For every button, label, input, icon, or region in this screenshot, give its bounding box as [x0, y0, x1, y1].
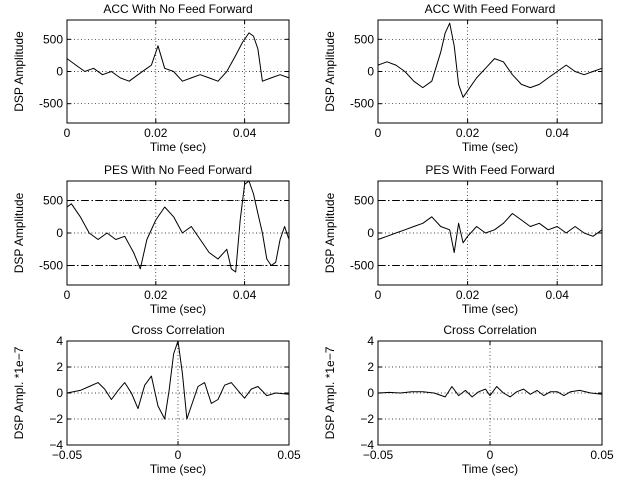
- plot-area: [67, 181, 289, 285]
- chart-title: Cross Correlation: [443, 323, 536, 337]
- y-tick-label: 4: [367, 334, 374, 348]
- y-tick-label: 500: [354, 32, 374, 46]
- y-tick-label: 0: [56, 65, 63, 79]
- y-tick-label: 2: [56, 360, 63, 374]
- x-tick-label: −0.05: [52, 448, 83, 462]
- x-tick-label: 0.02: [456, 288, 480, 302]
- x-tick-label: 0: [175, 448, 182, 462]
- chart-panel-4: 0 0.02 0.04 -500 0 500 PES With Feed Forward Ti…: [323, 163, 603, 316]
- x-axis-label: Time (sec): [462, 140, 518, 154]
- y-tick-label: −2: [49, 412, 63, 426]
- x-tick-label: −0.05: [363, 448, 394, 462]
- y-tick-label: 500: [43, 32, 63, 46]
- x-tick-label: 0: [64, 288, 71, 302]
- x-tick-label: 0.04: [233, 126, 257, 140]
- series-line-1: [377, 22, 603, 98]
- y-axis-label: DSP Amplitude: [12, 192, 26, 273]
- x-axis-label: Time (sec): [462, 462, 518, 476]
- x-tick-label: 0.05: [590, 448, 614, 462]
- plot-area: [67, 20, 289, 123]
- y-tick-label: 500: [43, 194, 63, 208]
- y-tick-label: 0: [367, 65, 374, 79]
- chart-title: Cross Correlation: [131, 323, 224, 337]
- y-tick-label: −4: [360, 438, 374, 452]
- x-tick-label: 0: [375, 288, 382, 302]
- series-line-1: [377, 386, 603, 398]
- y-axis-label: DSP Amplitude: [12, 31, 26, 112]
- y-tick-label: 0: [56, 386, 63, 400]
- x-tick-label: 0.04: [233, 288, 257, 302]
- y-tick-label: 500: [354, 194, 374, 208]
- x-tick-label: 0.04: [546, 288, 570, 302]
- y-tick-label: 4: [56, 334, 63, 348]
- y-tick-label: 2: [367, 360, 374, 374]
- y-axis-label: DSP Amplitude: [323, 192, 337, 273]
- x-axis-label: Time (sec): [150, 302, 206, 316]
- chart-panel-6: −0.05 0 0.05 −4 −2 0 2 4 Cross Correlation Time (…: [323, 323, 614, 476]
- y-tick-label: 0: [367, 386, 374, 400]
- x-tick-label: 0.02: [144, 288, 168, 302]
- x-tick-label: 0.04: [546, 126, 570, 140]
- chart-title: PES With Feed Forward: [425, 163, 554, 177]
- y-tick-label: -500: [350, 259, 374, 273]
- chart-panel-2: 0 0.02 0.04 -500 0 500 ACC With Feed Forward Ti…: [323, 2, 603, 154]
- y-axis-label: DSP Ampl. *1e−7: [323, 346, 337, 439]
- y-axis-label: DSP Ampl. *1e−7: [12, 346, 26, 439]
- x-axis-label: Time (sec): [150, 462, 206, 476]
- y-tick-label: -500: [350, 97, 374, 111]
- series-line-1: [66, 32, 290, 82]
- y-tick-label: -500: [39, 259, 63, 273]
- y-tick-label: -500: [39, 97, 63, 111]
- x-tick-label: 0.05: [277, 448, 301, 462]
- y-tick-label: 0: [56, 226, 63, 240]
- y-tick-label: 0: [367, 226, 374, 240]
- chart-title: ACC With Feed Forward: [425, 2, 556, 16]
- chart-panel-1: 0 0.02 0.04 -500 0 500 ACC With No Feed Forwar…: [12, 2, 290, 154]
- chart-title: ACC With No Feed Forward: [103, 2, 252, 16]
- x-axis-label: Time (sec): [150, 140, 206, 154]
- x-tick-label: 0.02: [144, 126, 168, 140]
- x-axis-label: Time (sec): [462, 302, 518, 316]
- x-tick-label: 0.02: [456, 126, 480, 140]
- chart-title: PES With No Feed Forward: [104, 163, 252, 177]
- series-line-1: [66, 180, 290, 273]
- x-tick-label: 0: [64, 126, 71, 140]
- x-tick-label: 0: [375, 126, 382, 140]
- series-line-1: [377, 213, 603, 253]
- y-axis-label: DSP Amplitude: [323, 31, 337, 112]
- plot-area: [67, 341, 289, 445]
- x-tick-label: 0: [487, 448, 494, 462]
- chart-panel-5: −0.05 0 0.05 −4 −2 0 2 4 Cross Correlation Time (…: [12, 323, 301, 476]
- y-tick-label: −2: [360, 412, 374, 426]
- chart-panel-3: 0 0.02 0.04 -500 0 500 PES With No Feed Forwar…: [12, 163, 290, 316]
- y-tick-label: −4: [49, 438, 63, 452]
